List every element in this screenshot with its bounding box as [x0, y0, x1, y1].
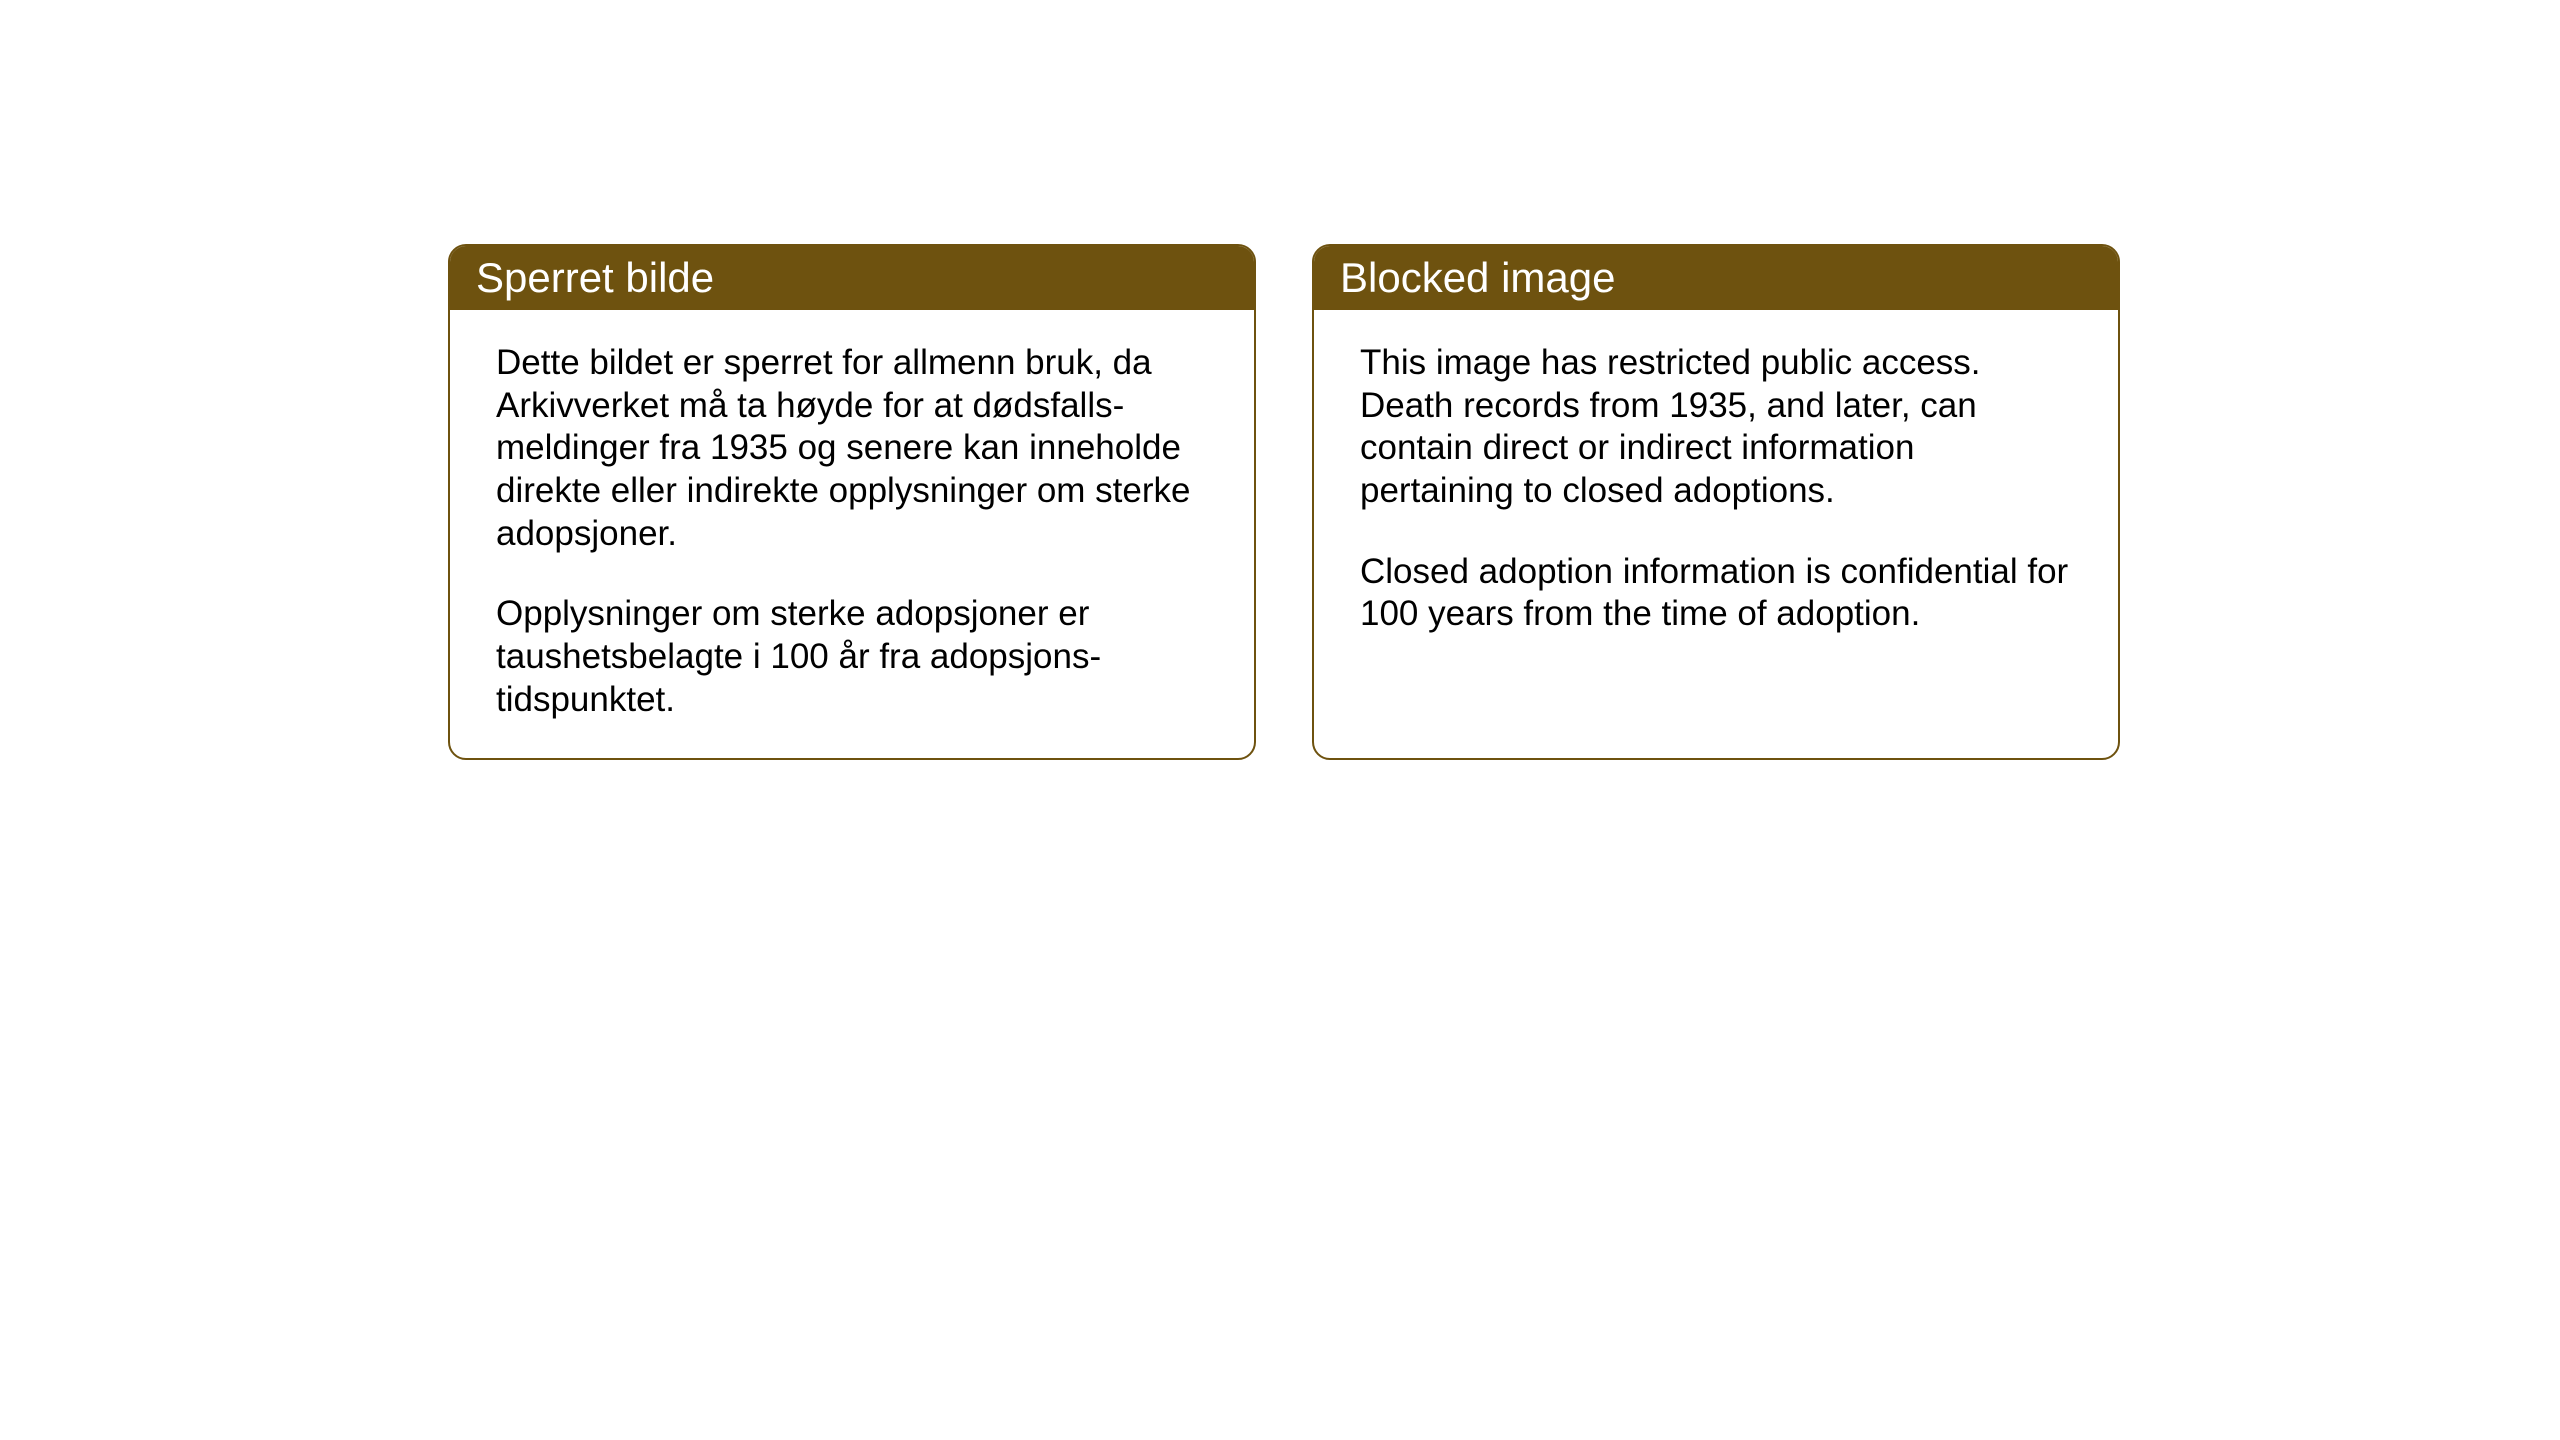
card-body-english: This image has restricted public access.… — [1314, 310, 2118, 672]
card-header-norwegian: Sperret bilde — [450, 246, 1254, 310]
notice-card-norwegian: Sperret bilde Dette bildet er sperret fo… — [448, 244, 1256, 760]
card-paragraph: Closed adoption information is confident… — [1360, 551, 2072, 636]
card-paragraph: This image has restricted public access.… — [1360, 342, 2072, 513]
notice-container: Sperret bilde Dette bildet er sperret fo… — [448, 244, 2120, 760]
card-header-english: Blocked image — [1314, 246, 2118, 310]
card-paragraph: Dette bildet er sperret for allmenn bruk… — [496, 342, 1208, 555]
card-title-norwegian: Sperret bilde — [476, 254, 714, 301]
notice-card-english: Blocked image This image has restricted … — [1312, 244, 2120, 760]
card-title-english: Blocked image — [1340, 254, 1615, 301]
card-paragraph: Opplysninger om sterke adopsjoner er tau… — [496, 593, 1208, 721]
card-body-norwegian: Dette bildet er sperret for allmenn bruk… — [450, 310, 1254, 758]
